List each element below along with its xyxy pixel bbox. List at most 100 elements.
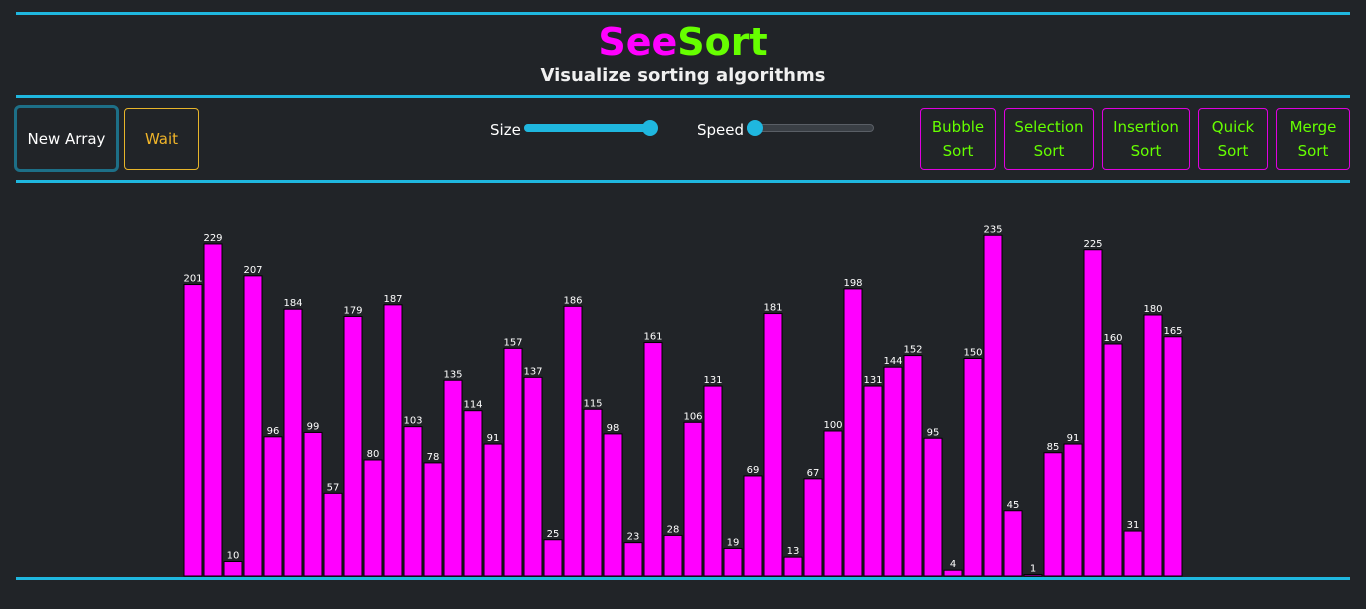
insertion-sort-button[interactable]: Insertion Sort <box>1102 108 1190 170</box>
bar-39 <box>964 359 982 577</box>
bar-29 <box>764 314 782 576</box>
array-bar-chart: 201 229 10 207 96 184 99 57 179 80 187 103 78 135 114 9… <box>0 190 1366 580</box>
bar-32 <box>824 431 842 576</box>
bar-label-27: 19 <box>727 537 740 548</box>
bar-24 <box>664 535 682 576</box>
bar-6 <box>304 432 322 576</box>
bar-label-19: 186 <box>563 295 582 306</box>
bar-label-40: 235 <box>983 224 1002 235</box>
bar-label-43: 85 <box>1047 442 1060 453</box>
bar-43 <box>1044 453 1062 576</box>
merge-sort-button[interactable]: Merge Sort <box>1276 108 1350 170</box>
bar-label-14: 114 <box>463 400 482 411</box>
bar-26 <box>704 386 722 576</box>
speed-slider-thumb[interactable] <box>747 120 763 136</box>
title-sort: Sort <box>677 20 767 64</box>
bar-label-2: 10 <box>227 551 240 562</box>
bar-2 <box>224 562 242 577</box>
bar-label-1: 229 <box>203 233 222 244</box>
top-divider <box>16 12 1350 15</box>
wait-button[interactable]: Wait <box>124 108 199 170</box>
bar-label-49: 165 <box>1163 326 1182 337</box>
page-title: SeeSort <box>0 20 1366 64</box>
bar-label-18: 25 <box>547 529 560 540</box>
bar-23 <box>644 343 662 576</box>
bar-label-7: 57 <box>327 482 340 493</box>
bar-label-12: 78 <box>427 452 440 463</box>
bar-label-26: 131 <box>703 375 722 386</box>
bar-44 <box>1064 444 1082 576</box>
bar-31 <box>804 479 822 576</box>
bar-3 <box>244 276 262 576</box>
bar-label-4: 96 <box>267 426 280 437</box>
bar-30 <box>784 557 802 576</box>
bar-40 <box>984 235 1002 576</box>
bar-label-21: 98 <box>607 423 620 434</box>
bar-label-20: 115 <box>583 398 602 409</box>
bar-36 <box>904 356 922 576</box>
controls-divider <box>16 180 1350 183</box>
bar-label-30: 13 <box>787 546 800 557</box>
header-divider <box>16 95 1350 98</box>
bar-label-28: 69 <box>747 465 760 476</box>
bar-19 <box>564 306 582 576</box>
bar-label-45: 225 <box>1083 239 1102 250</box>
bar-35 <box>884 367 902 576</box>
bar-label-37: 95 <box>927 427 940 438</box>
bar-11 <box>404 427 422 576</box>
bar-label-9: 80 <box>367 449 380 460</box>
bar-5 <box>284 309 302 576</box>
bar-label-33: 198 <box>843 278 862 289</box>
page-subtitle: Visualize sorting algorithms <box>0 64 1366 88</box>
bar-label-47: 31 <box>1127 520 1140 531</box>
bar-label-13: 135 <box>443 369 462 380</box>
bar-label-34: 131 <box>863 375 882 386</box>
bar-label-46: 160 <box>1103 333 1122 344</box>
bar-13 <box>444 380 462 576</box>
bar-label-5: 184 <box>283 298 302 309</box>
bar-18 <box>544 540 562 576</box>
title-see: See <box>598 20 677 64</box>
bar-12 <box>424 463 442 576</box>
bar-7 <box>324 493 342 576</box>
size-slider-thumb[interactable] <box>642 120 658 136</box>
bar-label-6: 99 <box>307 421 320 432</box>
bar-8 <box>344 316 362 576</box>
bar-49 <box>1164 337 1182 576</box>
bar-37 <box>924 438 942 576</box>
bar-label-16: 157 <box>503 337 522 348</box>
bar-label-17: 137 <box>523 366 542 377</box>
bar-25 <box>684 422 702 576</box>
bar-label-29: 181 <box>763 303 782 314</box>
bar-34 <box>864 386 882 576</box>
size-slider-fill <box>524 124 650 132</box>
quick-sort-button[interactable]: Quick Sort <box>1198 108 1268 170</box>
bar-label-42: 1 <box>1030 564 1036 575</box>
bar-label-0: 201 <box>183 274 202 285</box>
bar-42 <box>1024 575 1042 576</box>
bar-label-48: 180 <box>1143 304 1162 315</box>
selection-sort-button[interactable]: Selection Sort <box>1004 108 1094 170</box>
bar-20 <box>584 409 602 576</box>
bar-22 <box>624 543 642 576</box>
bar-label-22: 23 <box>627 532 640 543</box>
bar-label-8: 179 <box>343 305 362 316</box>
size-label: Size <box>490 120 521 140</box>
bottom-divider <box>16 577 1350 580</box>
new-array-button[interactable]: New Array <box>14 105 119 172</box>
bar-label-41: 45 <box>1007 500 1020 511</box>
speed-label: Speed <box>697 120 744 140</box>
bubble-sort-button[interactable]: Bubble Sort <box>920 108 996 170</box>
bar-label-23: 161 <box>643 332 662 343</box>
bar-27 <box>724 548 742 576</box>
bar-48 <box>1144 315 1162 576</box>
bar-label-32: 100 <box>823 420 842 431</box>
bar-label-24: 28 <box>667 524 680 535</box>
speed-slider-track[interactable] <box>747 124 874 132</box>
bar-10 <box>384 305 402 576</box>
bar-label-38: 4 <box>950 559 956 570</box>
bar-0 <box>184 285 202 576</box>
bar-17 <box>524 377 542 576</box>
bar-47 <box>1124 531 1142 576</box>
bar-16 <box>504 348 522 576</box>
